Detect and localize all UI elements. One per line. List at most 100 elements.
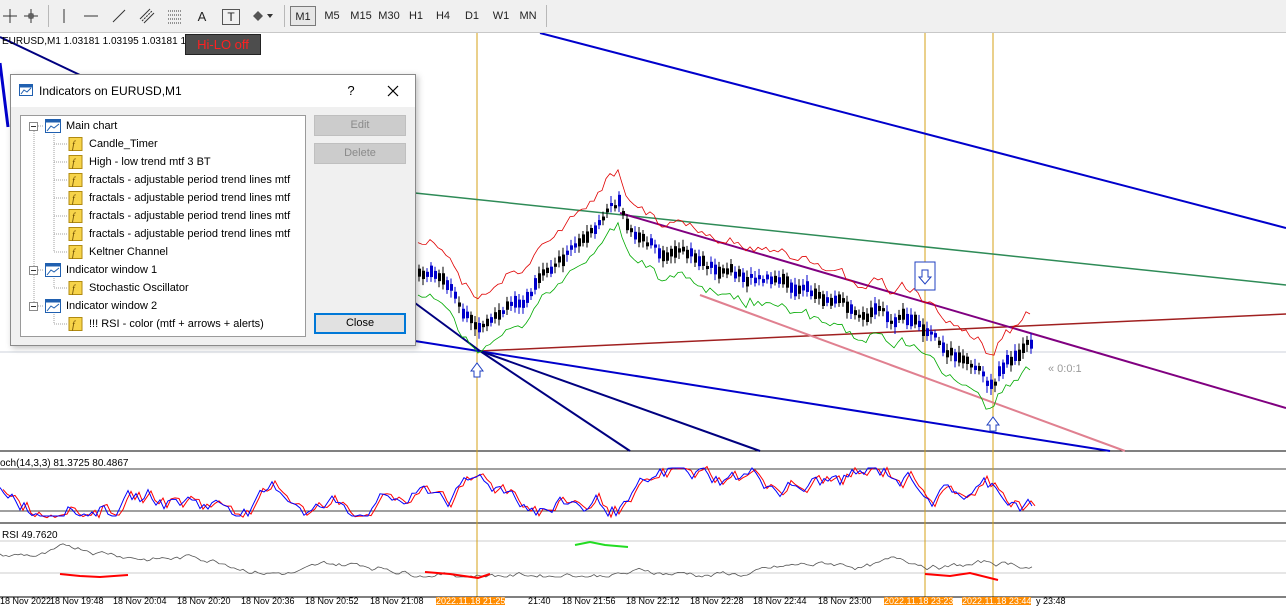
tree-item-indicator[interactable]: f fractals - adjustable period trend lin… <box>68 207 290 225</box>
candle-body <box>462 308 465 319</box>
candle-body <box>818 291 821 299</box>
candle-body <box>970 363 973 368</box>
text-icon[interactable]: A <box>197 8 207 24</box>
help-button[interactable]: ? <box>347 83 355 98</box>
tree-item-indicator[interactable]: f Keltner Channel <box>68 243 168 261</box>
candle-body <box>566 250 569 255</box>
chart-area[interactable] <box>0 33 1286 603</box>
time-axis-label: 18 Nov 19:48 <box>50 596 104 606</box>
tree-item-indicator[interactable]: f fractals - adjustable period trend lin… <box>68 171 290 189</box>
candle-body <box>758 275 761 280</box>
trendline-icon[interactable] <box>110 6 128 26</box>
keltner-upper-line <box>417 168 1031 356</box>
candle-body <box>902 308 905 320</box>
text-label-icon[interactable]: T <box>222 9 240 25</box>
candle-body <box>950 347 953 356</box>
tf-d1-button[interactable]: D1 <box>464 10 480 22</box>
time-axis-label: 18 Nov 21:08 <box>370 596 424 606</box>
shapes-icon[interactable] <box>250 6 276 26</box>
rsi-label: RSI 49.7620 <box>2 530 58 541</box>
candle-body <box>450 284 453 291</box>
tree-item-indicator[interactable]: f fractals - adjustable period trend lin… <box>68 225 290 243</box>
time-axis-label: 2022.11.18 23:23 <box>884 596 954 606</box>
candle-body <box>634 231 637 240</box>
candle-body <box>594 225 597 234</box>
equidistant-channel-icon[interactable] <box>138 6 156 26</box>
candle-body <box>678 248 681 253</box>
tf-h4-button[interactable]: H4 <box>435 10 451 22</box>
tf-w1-button[interactable]: W1 <box>492 10 510 22</box>
tree-item-indicator-window-1[interactable]: Indicator window 1 <box>45 261 157 279</box>
candle-body <box>458 302 461 307</box>
candle-body <box>882 308 885 312</box>
tree-item-main-chart[interactable]: Main chart <box>45 117 117 135</box>
candle-body <box>670 248 673 257</box>
collapse-icon[interactable] <box>29 302 38 311</box>
candle-body <box>494 312 497 319</box>
time-axis-label: 18 Nov 23:00 <box>818 596 872 606</box>
candle-body <box>814 288 817 299</box>
candle-body <box>650 238 653 246</box>
candle-body <box>498 310 501 320</box>
tree-item-indicator-window-2[interactable]: Indicator window 2 <box>45 297 157 315</box>
candle-body <box>606 208 609 213</box>
close-icon[interactable] <box>383 81 403 101</box>
tf-mn-button[interactable]: MN <box>519 10 537 22</box>
tf-m1-button[interactable]: M1 <box>290 6 316 26</box>
tree-item-indicator[interactable]: f High - low trend mtf 3 BT <box>68 153 211 171</box>
candle-body <box>570 245 573 250</box>
tree-item-indicator[interactable]: f !!! RSI - color (mtf + arrows + alerts… <box>68 315 264 333</box>
candle-body <box>562 254 565 267</box>
delete-button[interactable]: Delete <box>314 143 406 164</box>
candle-body <box>926 328 929 337</box>
candle-body <box>742 272 745 282</box>
candle-body <box>702 255 705 266</box>
vertical-line-icon[interactable] <box>56 6 72 26</box>
tree-item-label: fractals - adjustable period trend lines… <box>89 228 291 240</box>
candle-timer-label: « 0:0:1 <box>1048 363 1082 375</box>
candle-body <box>546 267 549 274</box>
candle-body <box>426 271 429 277</box>
candle-body <box>762 278 765 283</box>
candle-body <box>894 317 897 328</box>
candle-body <box>778 277 781 284</box>
time-axis-label: 18 Nov 21:56 <box>562 596 616 606</box>
candle-body <box>914 314 917 325</box>
tf-m15-button[interactable]: M15 <box>350 10 372 22</box>
fibonacci-icon[interactable] <box>166 6 184 26</box>
candle-body <box>486 318 489 327</box>
tf-m5-button[interactable]: M5 <box>324 10 340 22</box>
time-axis-label: 2022.11.18 21:25 <box>436 596 506 606</box>
price-chart[interactable] <box>0 33 1286 603</box>
tree-item-indicator[interactable]: f fractals - adjustable period trend lin… <box>68 189 290 207</box>
close-button[interactable]: Close <box>314 313 406 334</box>
tree-item-indicator[interactable]: f Candle_Timer <box>68 135 158 153</box>
time-axis-label: 18 Nov 22:44 <box>753 596 807 606</box>
collapse-icon[interactable] <box>29 122 38 131</box>
candle-body <box>786 276 789 288</box>
indicator-function-icon: f <box>68 173 83 187</box>
candle-body <box>446 280 449 291</box>
candle-body <box>610 203 613 207</box>
candle-body <box>522 299 525 308</box>
horizontal-line-icon[interactable] <box>82 6 100 26</box>
crosshair-icon[interactable] <box>22 6 40 26</box>
candle-body <box>534 278 537 290</box>
candle-body <box>482 323 485 328</box>
candle-body <box>906 313 909 326</box>
indicators-tree[interactable]: Main chart f Candle_Timer f High - low t… <box>20 115 306 337</box>
dialog-title-bar[interactable]: Indicators on EURUSD,M1 ? <box>11 75 415 107</box>
tf-m30-button[interactable]: M30 <box>378 10 400 22</box>
candle-body <box>790 282 793 293</box>
time-axis-label: 2022.11.18 23:44 <box>962 596 1032 606</box>
collapse-icon[interactable] <box>29 266 38 275</box>
edit-button[interactable]: Edit <box>314 115 406 136</box>
hilo-toggle-button[interactable]: Hi-LO off <box>185 34 261 55</box>
candle-body <box>674 246 677 258</box>
tf-h1-button[interactable]: H1 <box>408 10 424 22</box>
candle-body <box>718 266 721 279</box>
candle-body <box>550 266 553 274</box>
tree-item-indicator[interactable]: f Stochastic Oscillator <box>68 279 189 297</box>
cursor-icon[interactable] <box>2 6 18 26</box>
candle-body <box>766 274 769 280</box>
